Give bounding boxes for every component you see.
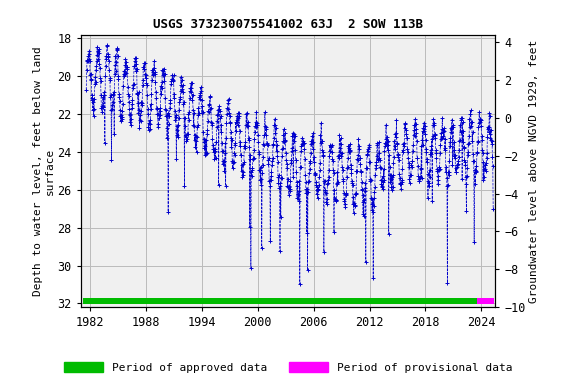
- Title: USGS 373230075541002 63J  2 SOW 113B: USGS 373230075541002 63J 2 SOW 113B: [153, 18, 423, 31]
- Y-axis label: Groundwater level above NGVD 1929, feet: Groundwater level above NGVD 1929, feet: [529, 39, 539, 303]
- Legend: Period of approved data, Period of provisional data: Period of approved data, Period of provi…: [64, 362, 512, 372]
- Y-axis label: Depth to water level, feet below land
surface: Depth to water level, feet below land su…: [33, 46, 55, 296]
